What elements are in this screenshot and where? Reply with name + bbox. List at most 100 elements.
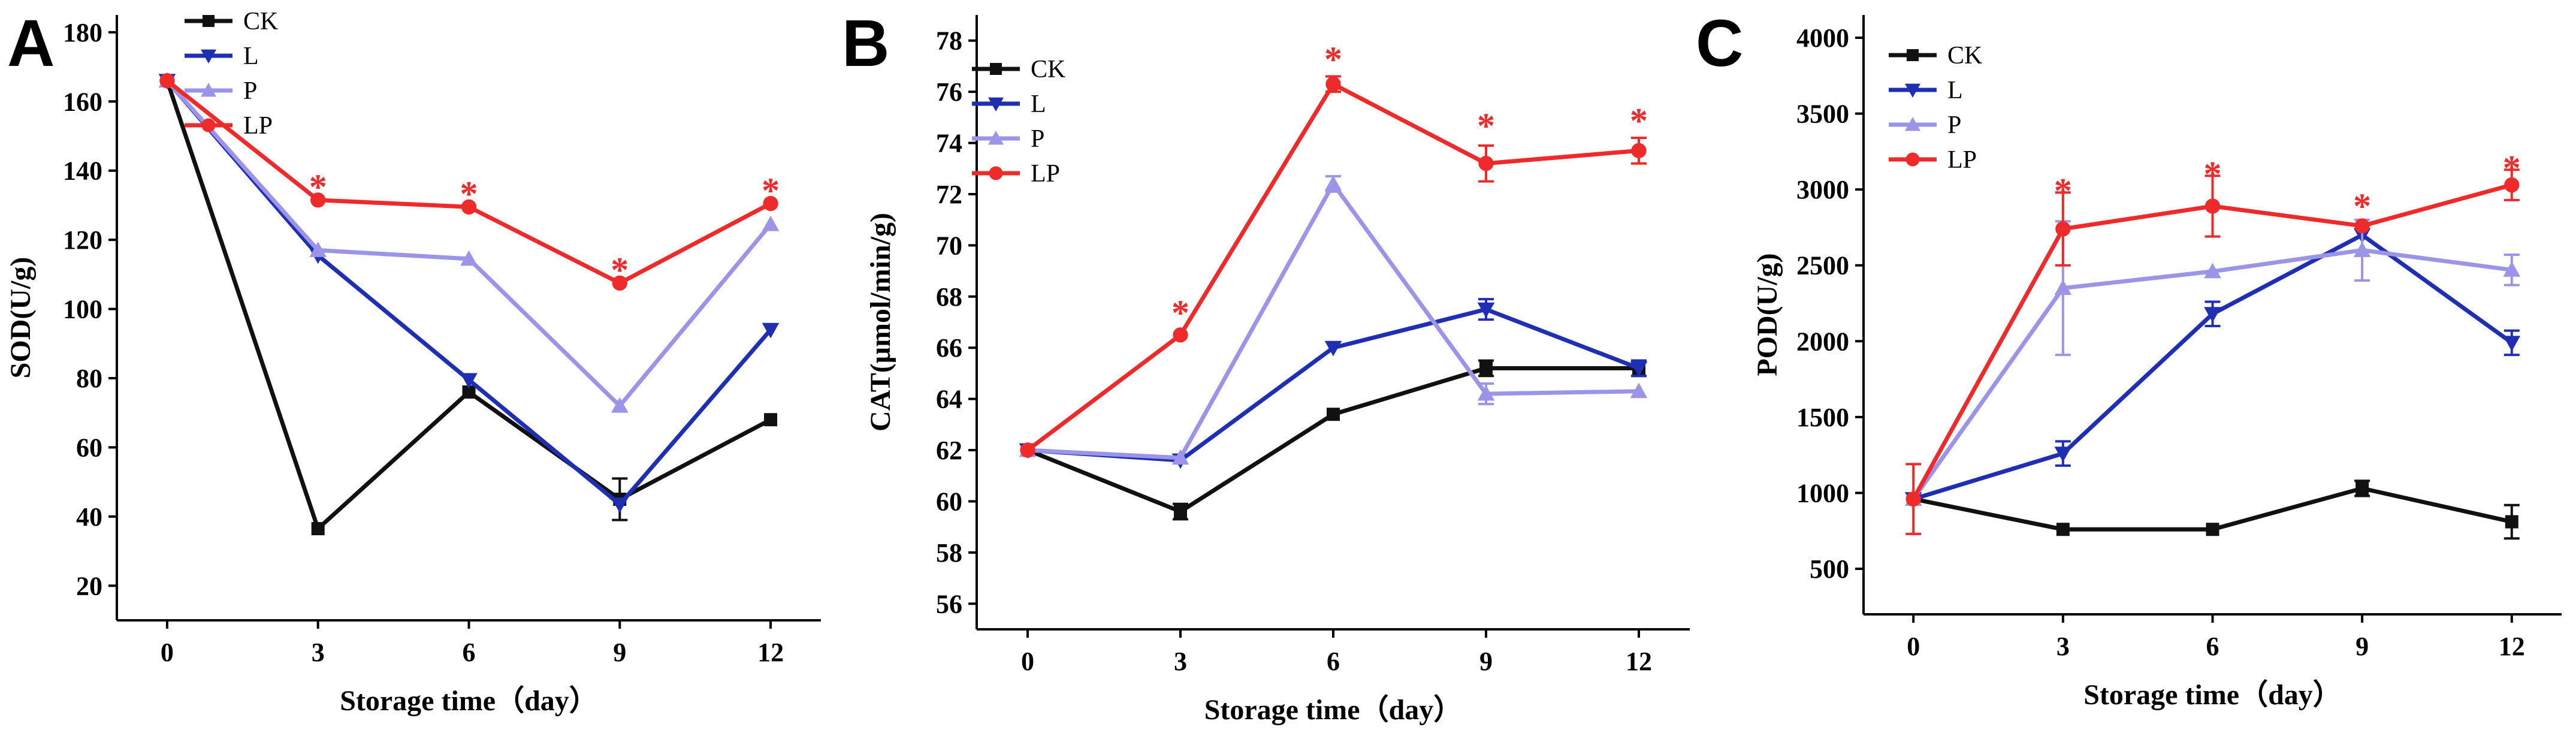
legend-item-p: P — [185, 77, 257, 105]
y-tick-label: 180 — [63, 18, 102, 47]
y-tick-label: 160 — [63, 87, 102, 116]
legend-label: P — [1947, 111, 1961, 139]
data-point — [2204, 198, 2221, 214]
x-axis-label: Storage time（day） — [2083, 679, 2342, 711]
legend: CK LP LP — [185, 8, 278, 140]
y-tick-label: 1500 — [1796, 403, 1849, 432]
series-lp — [1020, 75, 1647, 458]
legend: CK LP LP — [972, 56, 1065, 188]
y-tick-label: 20 — [76, 571, 102, 601]
y-tick-label: 500 — [1810, 554, 1849, 584]
x-tick-label: 0 — [1021, 647, 1034, 676]
significance-star: * — [1171, 293, 1189, 333]
legend-item-ck: CK — [185, 8, 278, 35]
legend-label: P — [243, 77, 257, 105]
data-point — [461, 199, 477, 215]
x-tick-label: 3 — [2056, 632, 2070, 661]
y-axis-label: CAT(μmol/min/g) — [865, 213, 896, 432]
significance-star: * — [1324, 40, 1342, 79]
y-tick-label: 120 — [63, 225, 102, 255]
legend-marker — [203, 15, 215, 27]
significance-star: * — [611, 251, 629, 290]
legend-item-l: L — [185, 43, 259, 70]
legend-label: L — [243, 43, 259, 70]
series-p — [1904, 218, 2521, 506]
data-point — [2354, 218, 2370, 234]
x-axis-label: Storage time（day） — [1204, 694, 1463, 726]
legend-label: LP — [243, 112, 273, 140]
x-tick-label: 6 — [463, 638, 476, 667]
y-axis-label: SOD(U/g) — [5, 257, 37, 379]
data-point — [611, 397, 629, 413]
data-point — [2204, 263, 2221, 279]
legend-label: CK — [1947, 42, 1982, 70]
series-lp — [1905, 168, 2520, 535]
data-point — [2355, 481, 2369, 495]
data-point — [2504, 177, 2520, 193]
legend-marker — [1907, 49, 1919, 61]
legend-label: CK — [243, 8, 278, 35]
legend-label: L — [1947, 77, 1963, 104]
y-tick-label: 62 — [936, 436, 962, 465]
data-point — [2503, 261, 2521, 277]
panel-letter: B — [842, 7, 889, 80]
x-tick-label: 12 — [757, 638, 784, 667]
legend: CK LP LP — [1889, 42, 1982, 174]
legend-marker — [201, 83, 216, 97]
x-tick-label: 9 — [1479, 647, 1493, 676]
y-tick-label: 2500 — [1796, 251, 1849, 280]
y-tick-label: 58 — [936, 538, 962, 568]
legend-item-lp: LP — [185, 112, 273, 140]
legend-marker — [1905, 83, 1920, 98]
data-point — [2054, 447, 2072, 462]
legend-marker — [989, 166, 1003, 180]
panel-letter: A — [7, 7, 55, 80]
x-tick-label: 6 — [2206, 632, 2219, 661]
data-point — [2206, 523, 2219, 536]
legend-item-lp: LP — [1889, 146, 1977, 174]
legend-marker — [988, 97, 1004, 111]
data-point — [1171, 449, 1189, 465]
y-tick-label: 4000 — [1796, 23, 1849, 53]
data-point — [2505, 515, 2518, 529]
data-point — [1020, 442, 1035, 458]
panel-letter: C — [1696, 7, 1743, 80]
x-tick-label: 12 — [1626, 647, 1652, 676]
data-point — [612, 275, 627, 291]
data-point — [2204, 307, 2221, 323]
legend-marker — [1905, 152, 1920, 167]
data-point — [611, 497, 629, 513]
data-point — [1630, 361, 1648, 377]
y-tick-label: 140 — [63, 156, 102, 186]
panel-c: C 500 1000 1500 2000 2500 3000 3500 4000 0 3 6 9 12 St… — [1696, 7, 2562, 711]
x-tick-label: 3 — [1174, 647, 1187, 676]
series-ck — [160, 74, 778, 536]
data-point — [1905, 491, 1921, 507]
legend-marker — [988, 131, 1004, 145]
data-point — [2056, 523, 2070, 536]
series-ck — [1907, 479, 2520, 540]
data-point — [1324, 340, 1342, 357]
data-point — [764, 413, 778, 427]
data-point — [159, 73, 175, 89]
data-point — [2503, 336, 2521, 352]
panel-b: B 56 58 60 62 64 66 68 70 72 74 76 78 0 3 6 9 12 Storage t… — [842, 7, 1690, 726]
data-point — [2055, 221, 2071, 237]
data-point — [462, 385, 476, 399]
legend-label: P — [1031, 125, 1044, 153]
series-line — [1911, 248, 2512, 500]
y-tick-label: 64 — [936, 385, 962, 414]
x-axis-label: Storage time（day） — [340, 685, 598, 717]
data-point — [1325, 76, 1341, 92]
series-line — [165, 79, 772, 507]
legend-label: LP — [1947, 146, 1977, 174]
y-tick-label: 40 — [76, 502, 102, 532]
significance-star: * — [2503, 149, 2521, 188]
y-tick-label: 3500 — [1796, 99, 1849, 129]
significance-star: * — [2054, 171, 2072, 211]
data-point — [2054, 279, 2072, 295]
x-tick-label: 9 — [2355, 632, 2369, 661]
legend-item-ck: CK — [972, 56, 1065, 83]
data-point — [1631, 143, 1647, 159]
